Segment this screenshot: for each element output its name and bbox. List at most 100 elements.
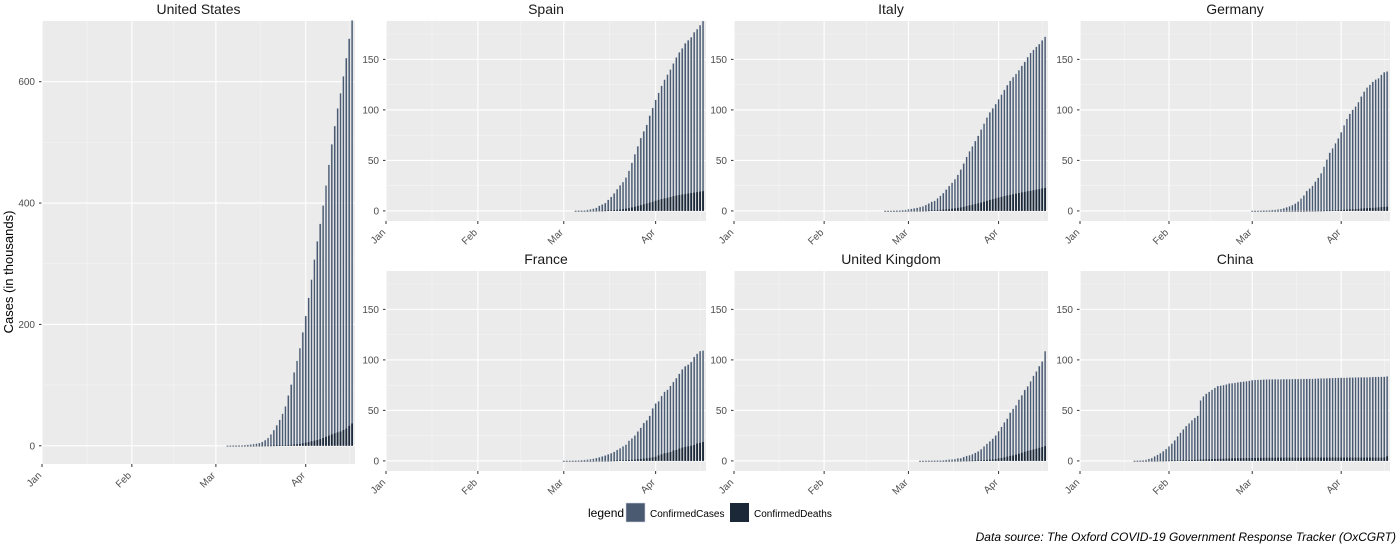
bar-cases [654,99,657,212]
y-tick-label: 100 [1056,355,1073,366]
bar-cases [630,162,634,212]
bar-deaths [1188,460,1190,461]
bar-cases [1348,113,1351,212]
bar-deaths [592,210,595,212]
y-tick-label: 150 [1056,55,1073,66]
bar-deaths [607,460,610,462]
y-tick-label: 50 [1062,406,1074,417]
bar-cases [1156,454,1159,462]
bar-deaths [1346,209,1348,211]
x-tick-label: Mar [546,477,566,497]
bar-cases [255,443,258,446]
bar-cases [1268,209,1271,212]
bar-deaths [345,428,348,446]
bar-deaths [945,460,948,462]
bar-cases [1377,77,1380,212]
bar-cases [589,209,592,212]
bar-deaths [1214,458,1216,461]
bar-cases [1360,377,1363,462]
bar-deaths [1354,209,1357,211]
bar-deaths [1234,458,1236,461]
bar-cases [913,208,916,212]
bar-cases [985,117,989,212]
bar-deaths [628,208,630,211]
bar-deaths [1035,448,1038,461]
bar-deaths [648,202,651,211]
bar-cases [1371,81,1374,212]
bar-deaths [595,210,598,212]
bar-deaths [1003,196,1006,211]
bar-deaths [1314,210,1317,212]
bar-deaths [983,201,985,211]
bar-cases [918,206,922,212]
bar-cases [1006,418,1009,462]
bar-deaths [1259,210,1262,212]
bar-cases [1380,74,1383,212]
bar-cases [1357,377,1360,462]
bar-cases [980,448,983,462]
bar-deaths [293,444,296,446]
bar-deaths [1165,460,1168,462]
bar-cases [246,444,249,446]
y-tick-label: 150 [362,55,379,66]
bar-deaths [1325,210,1328,212]
bar-cases [1017,399,1021,462]
series-deaths [1251,206,1389,212]
bar-deaths [1018,453,1020,461]
bar-cases [1193,417,1196,462]
bar-cases [1371,376,1374,462]
bar-cases [583,459,586,462]
x-tick-label: Apr [639,227,658,246]
bar-deaths [571,460,574,462]
bar-deaths [619,209,621,211]
x-tick-label: Feb [460,477,480,497]
bar-cases [901,209,904,212]
bar-cases [1325,159,1328,212]
bar-deaths [1254,457,1256,461]
bar-deaths [1320,210,1323,212]
bar-deaths [1282,210,1285,212]
bar-cases [266,437,270,446]
bar-deaths [1360,457,1363,461]
bar-cases [672,63,675,212]
bar-deaths [678,448,681,461]
bar-deaths [887,210,889,212]
bar-deaths [1302,210,1305,212]
bar-deaths [1280,457,1282,461]
bar-cases [1271,209,1274,212]
bar-cases [330,144,333,446]
bar-deaths [639,205,642,211]
bar-cases [924,204,927,212]
bar-cases [1038,43,1041,212]
bar-deaths [956,207,959,211]
bar-deaths [299,443,301,446]
bar-deaths [1311,210,1314,212]
bar-cases [1020,394,1023,462]
bar-deaths [971,460,974,462]
legend: legend ConfirmedCases ConfirmedDeaths [588,502,832,523]
bar-deaths [687,193,690,211]
bar-deaths [1170,460,1173,462]
series-cases [918,350,1047,462]
bar-cases [1017,69,1021,212]
bar-deaths [264,445,267,447]
bar-cases [595,207,598,212]
bar-deaths [610,460,613,462]
bar-cases [336,108,339,446]
bar-cases [604,455,607,462]
bar-deaths [586,460,589,462]
bar-deaths [933,210,936,211]
bar-deaths [1176,460,1179,461]
y-tick-label: 100 [710,355,727,366]
bar-cases [660,395,663,462]
bar-cases [994,435,997,462]
bar-deaths [898,210,901,212]
panel-united-states: 0 200 400 600 Jan Feb Mar Apr United States [18,1,355,490]
bar-cases [965,156,968,212]
bar-cases [1357,101,1360,212]
bar-cases [293,372,296,446]
bar-deaths [625,208,627,211]
bar-deaths [687,446,690,461]
bar-deaths [669,196,672,211]
bar-cases [1325,377,1328,462]
